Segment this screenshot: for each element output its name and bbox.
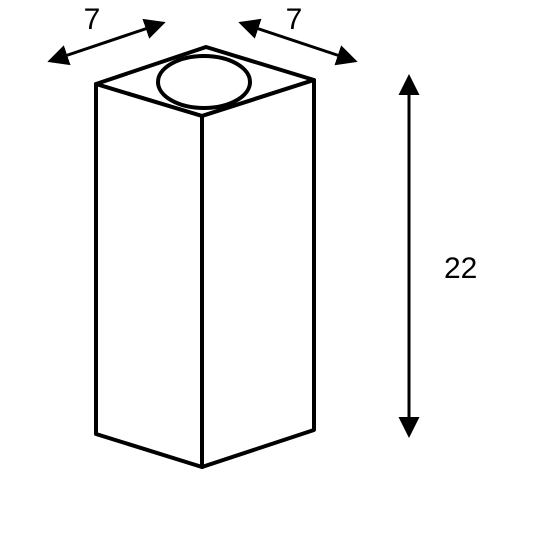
box-right-face (202, 80, 314, 467)
width-label: 7 (286, 3, 303, 36)
height-label: 22 (444, 252, 477, 285)
dimension-diagram: 7 7 22 (0, 0, 540, 540)
depth-dimension-arrow (53, 24, 160, 60)
top-hole (158, 56, 250, 108)
box-left-face (96, 84, 202, 467)
depth-label: 7 (84, 3, 101, 36)
